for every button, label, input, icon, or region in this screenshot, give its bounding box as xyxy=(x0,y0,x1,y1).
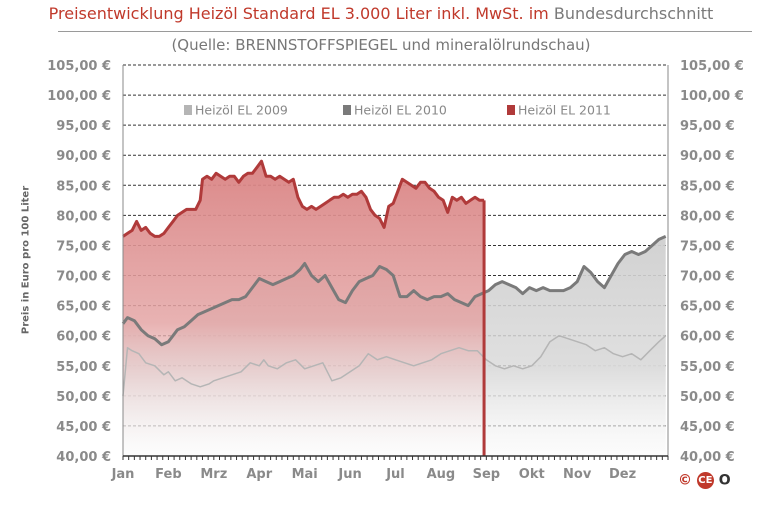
x-tick-label: Aug xyxy=(427,467,456,482)
y-tick-label-left: 95,00 € xyxy=(56,119,111,134)
x-tick-label: Feb xyxy=(155,467,181,482)
title-main: Preisentwicklung Heizöl Standard EL 3.00… xyxy=(48,4,549,23)
x-tick-label: Jul xyxy=(385,467,405,482)
y-tick-label-left: 80,00 € xyxy=(56,209,111,224)
x-tick-label: Jan xyxy=(111,467,135,482)
y-tick-label-right: 70,00 € xyxy=(680,270,735,285)
y-tick-label-left: 70,00 € xyxy=(56,270,111,285)
legend-swatch xyxy=(184,105,192,115)
y-tick-label-right: 75,00 € xyxy=(680,239,735,254)
y-tick-label-right: 100,00 € xyxy=(680,89,744,104)
y-tick-label-left: 45,00 € xyxy=(56,420,111,435)
y-tick-label-right: 95,00 € xyxy=(680,119,735,134)
x-tick-label: Sep xyxy=(473,467,501,482)
title-tail: Bundesdurchschnitt xyxy=(553,4,714,23)
y-tick-label-left: 65,00 € xyxy=(56,300,111,315)
y-tick-label-left: 75,00 € xyxy=(56,239,111,254)
legend-label: Heizöl EL 2011 xyxy=(518,103,611,118)
y-tick-label-left: 90,00 € xyxy=(56,149,111,164)
x-tick-label: Jun xyxy=(337,467,361,482)
x-tick-label: Nov xyxy=(563,467,592,482)
legend-label: Heizöl EL 2009 xyxy=(195,103,288,118)
y-tick-label-left: 40,00 € xyxy=(56,450,111,465)
y-tick-label-left: 105,00 € xyxy=(47,59,111,74)
logo-mark: CE xyxy=(696,472,714,489)
x-tick-label: Mrz xyxy=(200,467,227,482)
chart-subtitle: (Quelle: BRENNSTOFFSPIEGEL und mineralöl… xyxy=(171,36,591,54)
y-tick-label-left: 50,00 € xyxy=(56,390,111,405)
legend-swatch xyxy=(507,105,515,115)
y-tick-label-right: 55,00 € xyxy=(680,360,735,375)
legend-swatch xyxy=(343,105,351,115)
title-divider xyxy=(58,31,752,32)
y-tick-label-right: 45,00 € xyxy=(680,420,735,435)
x-tick-label: Okt xyxy=(519,467,545,482)
y-tick-label-left: 60,00 € xyxy=(56,330,111,345)
legend-label: Heizöl EL 2010 xyxy=(354,103,447,118)
series-line-2 xyxy=(121,235,667,347)
copyright-symbol: © xyxy=(678,472,692,489)
series-line-3 xyxy=(122,159,485,238)
y-tick-label-right: 90,00 € xyxy=(680,149,735,164)
y-tick-label-right: 50,00 € xyxy=(680,390,735,405)
x-tick-label: Apr xyxy=(246,467,272,482)
chart-title: Preisentwicklung Heizöl Standard EL 3.00… xyxy=(0,4,762,23)
x-tick-label: Mai xyxy=(292,467,318,482)
y-tick-label-right: 60,00 € xyxy=(680,330,735,345)
y-tick-label-right: 40,00 € xyxy=(680,450,735,465)
y-tick-label-left: 100,00 € xyxy=(47,89,111,104)
y-tick-label-right: 85,00 € xyxy=(680,179,735,194)
y-tick-label-right: 105,00 € xyxy=(680,59,744,74)
series-area-3 xyxy=(123,161,485,456)
ceo-logo: © CE O xyxy=(678,472,738,492)
y-tick-label-left: 55,00 € xyxy=(56,360,111,375)
logo-suffix: O xyxy=(718,472,731,489)
series-line-1 xyxy=(122,334,667,396)
y-tick-label-right: 65,00 € xyxy=(680,300,735,315)
y-tick-label-right: 80,00 € xyxy=(680,209,735,224)
y-tick-label-left: 85,00 € xyxy=(56,179,111,194)
x-tick-label: Dez xyxy=(609,467,636,482)
